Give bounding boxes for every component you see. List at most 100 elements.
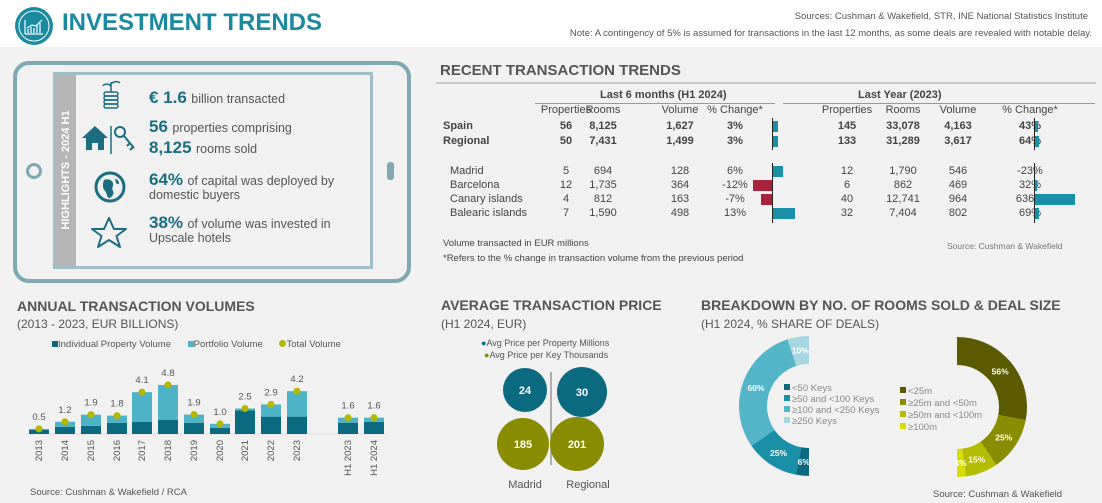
column-header: Volume bbox=[661, 104, 699, 116]
bar-individual bbox=[158, 419, 178, 434]
table-cell: 43% bbox=[1018, 120, 1042, 132]
total-point bbox=[241, 405, 249, 412]
table-cell: 964 bbox=[948, 193, 968, 205]
row-label: Regional bbox=[443, 135, 490, 147]
x-tick-label: 2018 bbox=[163, 440, 174, 461]
deal-size-legend-item: <25m bbox=[908, 386, 932, 397]
bar-axis bbox=[1034, 118, 1035, 150]
legend-swatch bbox=[900, 423, 906, 429]
total-point bbox=[61, 418, 69, 426]
table-cell: 33,078 bbox=[886, 120, 920, 132]
change-bar bbox=[1035, 208, 1040, 219]
data-label: 1.6 bbox=[341, 401, 354, 412]
segment-label: 56% bbox=[992, 366, 1009, 376]
rooms-legend-item: ≥250 Keys bbox=[792, 416, 837, 427]
growth-chart-icon bbox=[15, 7, 53, 45]
rooms-legend-item: ≥100 and <250 Keys bbox=[792, 405, 880, 416]
change-bar bbox=[773, 166, 784, 177]
rooms-segment bbox=[796, 447, 809, 476]
legend-swatch bbox=[784, 384, 790, 390]
data-label: 1.2 bbox=[58, 405, 71, 416]
x-tick-label: 2023 bbox=[292, 440, 303, 461]
row-label: Balearic islands bbox=[450, 207, 528, 219]
column-header: Properties bbox=[540, 104, 592, 116]
annual-source: Source: Cushman & Wakefield / RCA bbox=[30, 487, 187, 498]
change-bar bbox=[773, 136, 779, 147]
deal-size-segment bbox=[957, 337, 1027, 421]
rooms-segment bbox=[751, 429, 802, 475]
table-cell: 4 bbox=[562, 193, 570, 205]
table-cell: 1,790 bbox=[889, 165, 917, 177]
bar-individual bbox=[261, 416, 281, 434]
table-cell: 12,741 bbox=[886, 193, 920, 205]
table-cell: 1,627 bbox=[666, 120, 694, 132]
row-label: Spain bbox=[443, 120, 473, 132]
table-cell: 1,735 bbox=[589, 179, 617, 191]
price-title: AVERAGE TRANSACTION PRICE bbox=[441, 297, 662, 313]
total-point bbox=[138, 388, 146, 396]
column-header: Rooms bbox=[885, 104, 921, 116]
table-cell: 6% bbox=[727, 165, 743, 177]
legend-swatch bbox=[900, 411, 906, 417]
table-cell: 3% bbox=[727, 120, 743, 132]
table-cell: 32% bbox=[1018, 179, 1042, 191]
page-title: INVESTMENT TRENDS bbox=[62, 9, 323, 36]
category-label: Madrid bbox=[508, 479, 542, 491]
total-point bbox=[87, 411, 95, 419]
data-label: 1.0 bbox=[213, 407, 226, 418]
column-header: Properties bbox=[821, 104, 873, 116]
annual-subtitle: (2013 - 2023, EUR BILLIONS) bbox=[17, 317, 179, 331]
deal-size-segment bbox=[962, 441, 997, 477]
period-h1-heading: Last 6 months (H1 2024) bbox=[600, 89, 727, 101]
globe-icon bbox=[94, 171, 126, 203]
table-cell: 4,163 bbox=[944, 120, 972, 132]
divider bbox=[436, 82, 1096, 84]
legend-key: ●Avg Price per Key Thousands bbox=[484, 350, 609, 360]
table-source: Source: Cushman & Wakefield bbox=[947, 241, 1063, 251]
column-header: % Change* bbox=[1002, 104, 1058, 116]
table-cell: 8,125 bbox=[589, 120, 617, 132]
legend-individual: Individual Property Volume bbox=[52, 339, 171, 350]
bar-individual bbox=[210, 427, 230, 434]
highlights-screen bbox=[53, 72, 373, 269]
bubble-label: 30 bbox=[576, 387, 588, 399]
price-bubble bbox=[557, 367, 607, 417]
star-icon bbox=[91, 217, 127, 248]
bar-portfolio bbox=[81, 414, 101, 426]
change-bar bbox=[1035, 180, 1038, 191]
legend-swatch bbox=[900, 399, 906, 405]
bar-individual bbox=[184, 422, 204, 434]
table-cell: 128 bbox=[670, 165, 690, 177]
total-point bbox=[216, 420, 224, 428]
column-header: Rooms bbox=[585, 104, 621, 116]
table-cell: 40 bbox=[840, 193, 854, 205]
table-cell: -23% bbox=[1017, 165, 1043, 177]
price-bubble bbox=[550, 417, 604, 471]
bar-individual bbox=[81, 425, 101, 434]
table-cell: 694 bbox=[593, 165, 613, 177]
table-cell: 862 bbox=[893, 179, 913, 191]
highlight-upscale: 38% of volume was invested in bbox=[149, 213, 331, 232]
bar-portfolio bbox=[261, 404, 281, 417]
recent-title: RECENT TRANSACTION TRENDS bbox=[440, 62, 681, 79]
table-cell: 7,431 bbox=[589, 135, 617, 147]
bar-axis bbox=[772, 163, 773, 223]
table-cell: 31,289 bbox=[886, 135, 920, 147]
table-cell: 6 bbox=[843, 179, 851, 191]
data-label: 2.5 bbox=[238, 392, 251, 403]
x-tick-label: 2019 bbox=[189, 440, 200, 461]
legend-swatch bbox=[784, 406, 790, 412]
bar-portfolio bbox=[107, 415, 127, 423]
table-note-change: *Refers to the % change in transaction v… bbox=[443, 253, 744, 264]
segment-label: 25% bbox=[770, 448, 787, 458]
highlights-label: HIGHLIGHTS - 2024 H1 bbox=[60, 110, 72, 230]
price-bubble bbox=[503, 368, 547, 412]
data-label: 4.2 bbox=[290, 374, 303, 385]
x-tick-label: 2014 bbox=[60, 440, 71, 461]
category-label: Regional bbox=[566, 479, 609, 491]
table-cell: 469 bbox=[948, 179, 968, 191]
data-label: 1.9 bbox=[84, 398, 97, 409]
x-tick-label: 2015 bbox=[86, 440, 97, 461]
table-cell: 7,404 bbox=[889, 207, 917, 219]
change-bar bbox=[1035, 194, 1076, 205]
